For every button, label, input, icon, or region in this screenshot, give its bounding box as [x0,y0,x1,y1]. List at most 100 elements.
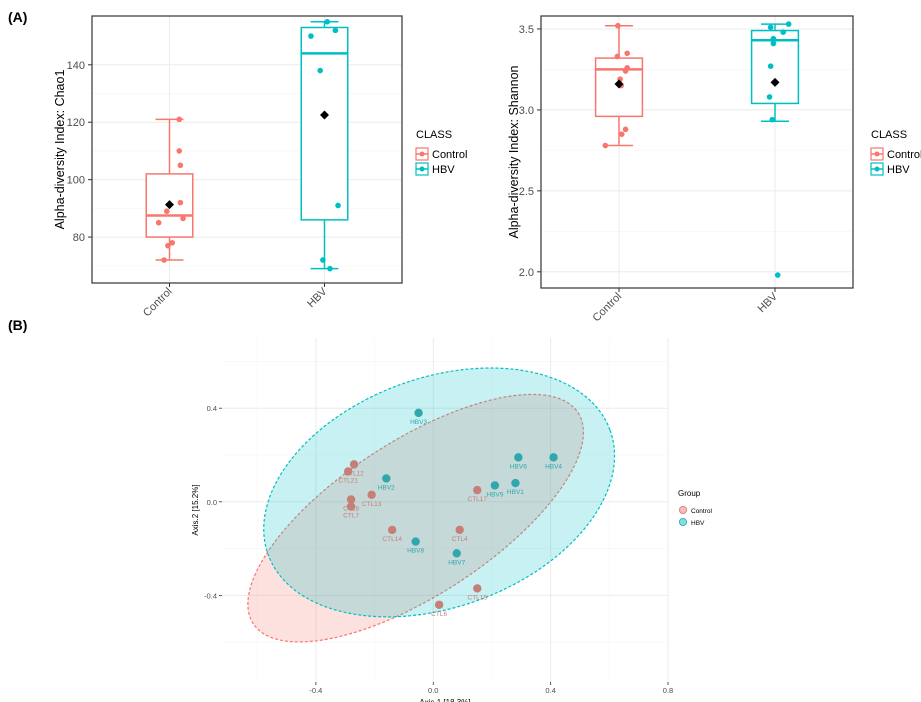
sample-label: HBV9 [486,491,503,498]
x-axis-label: Axis.1 [18.3%] [419,698,470,702]
y-tick-label: 100 [67,175,85,187]
sample-marker [346,495,356,504]
y-axis-label: Axis.2 [15.2%] [191,484,200,535]
sample-label: CTL6 [431,611,447,618]
data-point [335,202,341,209]
legend: Group Control HBV [678,489,713,527]
sample-point: HBV3 [410,408,427,426]
sample-label: HBV6 [510,463,527,470]
data-point [615,22,621,29]
sample-label: CTL17 [468,496,488,503]
data-point [780,29,786,35]
data-point [332,27,339,34]
data-point [622,68,629,74]
legend-key-control [679,505,688,514]
sample-marker [511,478,520,488]
plot-background [222,338,668,682]
legend-label: HBV [432,164,455,176]
data-point [176,148,183,154]
sample-label: HBV1 [507,489,524,496]
data-point [614,53,621,60]
y-tick-label: 3.5 [519,24,534,36]
x-tick-label: Control [141,286,175,320]
x-tick-label: 0.8 [663,686,673,695]
data-point [618,131,625,137]
sample-marker [414,408,423,418]
y-tick-label: 3.0 [519,105,534,117]
sample-label: CTL12 [344,470,364,477]
ellipse-control [247,393,585,643]
panel-label-b: (B) [8,317,27,333]
sample-marker [387,525,397,535]
data-point [176,116,183,123]
legend: CLASS Control HBV [415,129,467,176]
ellipse-hbv [263,367,616,618]
x-tick-label: 0.0 [428,686,438,695]
plot-background [92,16,402,283]
data-point [165,242,171,249]
y-tick-label: 120 [67,117,85,129]
sample-marker [452,549,461,558]
sample-point: CTL17 [468,485,488,503]
legend-label: HBV [691,520,705,527]
chao1-boxplot: 80 100 120 140 Control HBV Alpha-diversity Ind… [53,15,467,320]
y-axis-label: Alpha-diversity Index: Shannon [507,65,521,238]
sample-point: HBV4 [545,453,562,470]
legend-key-dot [874,151,880,157]
sample-marker [455,525,464,535]
plot-background [541,16,853,288]
legend-title: CLASS [871,129,907,141]
y-tick-label: 80 [73,232,85,244]
data-point [177,162,184,169]
sample-marker [549,453,558,462]
sample-point: HBV7 [448,549,466,566]
sample-marker [473,485,482,495]
sample-point: CTL6 [431,600,447,618]
y-tick-label: 0.0 [207,498,217,507]
legend-label: HBV [887,164,910,176]
box-hbv [300,20,349,270]
sample-label: CTL15 [468,594,488,601]
data-point [770,35,777,42]
legend-label: Control [887,149,921,161]
data-point [622,126,629,133]
legend-key-hbv [679,518,688,527]
x-tick-label: 0.4 [545,686,555,695]
sample-point: HBV9 [486,481,504,498]
x-tick-label: HBV [756,290,781,315]
sample-label: CTL14 [382,536,402,543]
data-point [155,219,162,226]
sample-point: CTL15 [468,584,488,601]
mean-marker [320,110,329,120]
y-tick-label: 2.5 [519,186,534,198]
legend-key-dot [419,166,425,172]
data-point [602,142,609,149]
data-point [308,33,314,39]
data-point [169,240,176,246]
sample-point: HBV6 [510,453,527,470]
sample-marker [473,584,482,593]
box-iqr [300,26,349,221]
data-point [770,40,777,47]
data-point [177,199,184,206]
panel-label-a: (A) [8,9,27,25]
sample-point: HBV8 [407,537,425,555]
sample-marker [514,453,523,462]
y-tick-label: 2.0 [519,267,534,279]
sample-marker [382,474,391,483]
sample-point: CTL4 [452,525,468,543]
sample-label: HBV3 [410,419,427,426]
legend-key-dot [874,166,880,172]
sample-point: CTL14 [382,525,402,543]
data-point [320,257,326,263]
shannon-boxplot: 2.0 2.5 3.0 3.5 Control HBV Alpha-diversity In… [507,15,921,325]
legend-label: Control [432,149,467,161]
data-point [180,215,186,222]
x-tick-label: Control [591,291,625,325]
sample-point: CTL7 [343,502,359,519]
data-point [324,18,331,25]
sample-marker [349,460,359,469]
plot-border [91,15,403,284]
